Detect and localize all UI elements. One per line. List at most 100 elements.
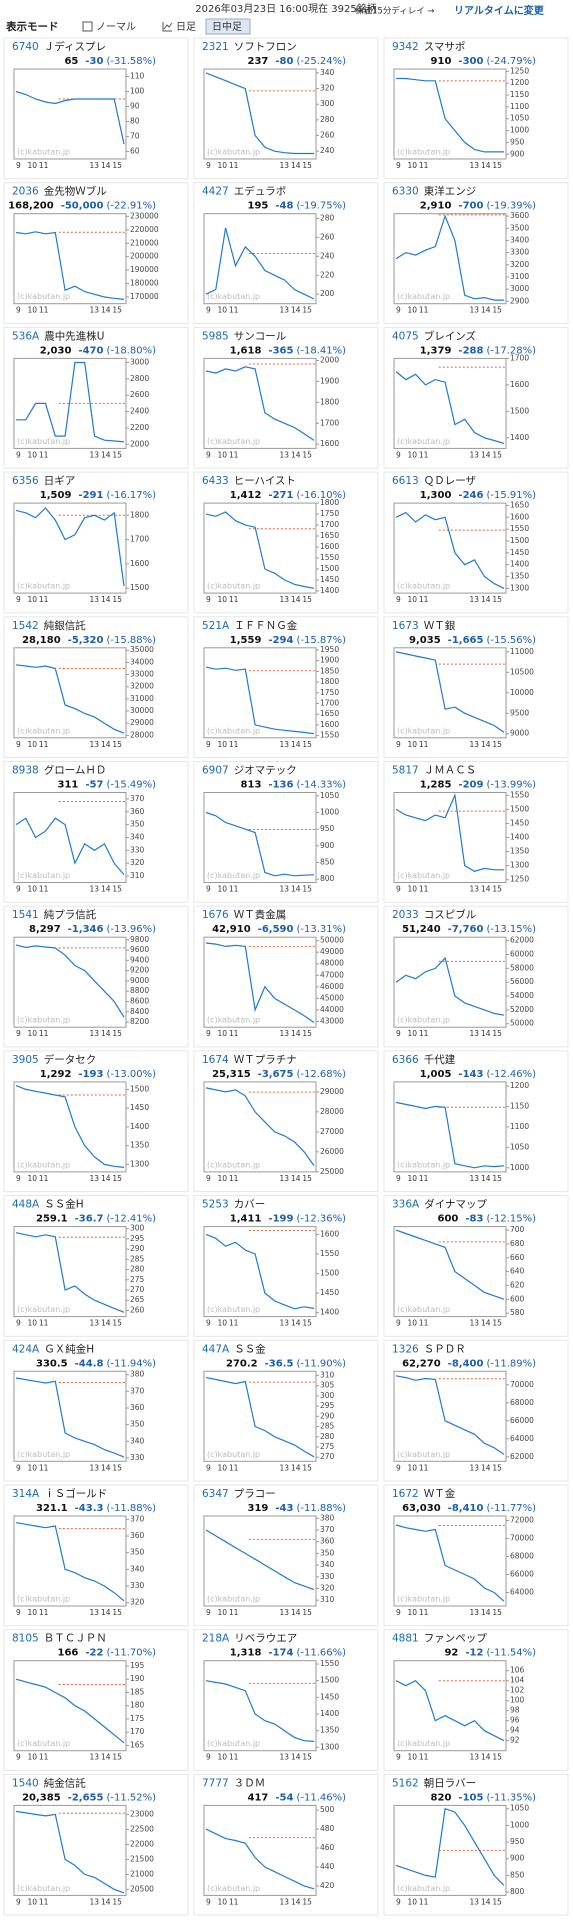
y-tick-label: 8800 [130,986,149,995]
mode-intraday[interactable]: 日中足 [212,20,242,33]
stock-code[interactable]: 5253 [202,1199,229,1211]
y-tick-label: 3500 [510,223,529,232]
price: 813 [241,780,262,791]
x-tick-label: 13 [90,1174,100,1183]
change: -30 [85,56,103,67]
y-tick-label: 1600 [510,380,529,389]
stock-code[interactable]: 1326 [392,1343,419,1355]
price-line: 1,412 -271 (-16.10%) [230,490,346,501]
stock-code[interactable]: 3905 [12,1054,39,1066]
stock-name: ＳＳ金 [234,1342,266,1355]
stock-name: ＷＴプラチナ [234,1054,297,1066]
y-tick-label: 580 [510,1308,525,1317]
x-tick-label: 13 [90,161,100,170]
stock-code[interactable]: 5817 [392,765,419,777]
x-tick-label: 10 [407,1174,417,1183]
y-tick-label: 320 [130,1598,145,1607]
stock-code[interactable]: 7777 [202,1777,229,1789]
stock-code[interactable]: 2321 [202,41,229,53]
stock-code[interactable]: 5985 [202,330,229,342]
stock-code[interactable]: 1674 [202,1054,229,1066]
price: 259.1 [36,1214,68,1225]
x-tick-label: 11 [39,1608,49,1617]
price-line: 1,300 -246 (-15.91%) [420,490,536,501]
stock-code[interactable]: 6366 [392,1054,419,1066]
stock-code[interactable]: 2036 [12,186,39,198]
stock-code[interactable]: 4427 [202,186,229,198]
stock-code[interactable]: 8105 [12,1633,39,1645]
stock-code[interactable]: 6433 [202,475,229,487]
stock-code[interactable]: 336A [392,1199,420,1211]
stock-name: ＪＭＡＣＳ [424,765,477,777]
y-tick-label: 70000 [510,1380,534,1389]
chart-frame [203,357,317,449]
price: 1,412 [230,490,262,501]
stock-code[interactable]: 4881 [392,1633,419,1645]
stock-code[interactable]: 218A [202,1633,230,1645]
stock-code[interactable]: 521A [202,620,230,632]
stock-code[interactable]: 1676 [202,909,229,921]
stock-code[interactable]: 1673 [392,620,419,632]
realtime-link[interactable]: リアルタイムに変更 [454,4,545,17]
y-tick-label: 1750 [320,688,339,697]
y-tick-label: 290 [130,1244,145,1253]
price: 1,285 [420,780,452,791]
x-tick-label: 10 [27,1174,37,1183]
price: 63,030 [402,1503,441,1514]
stock-name: 日ギア [44,475,76,487]
x-tick-label: 14 [101,1608,111,1617]
y-tick-label: 1700 [320,520,339,529]
stock-code[interactable]: 1540 [12,1777,39,1789]
price-line: 319 -43 (-11.88%) [248,1503,347,1514]
stock-code[interactable]: 6613 [392,475,419,487]
stock-code[interactable]: 314A [12,1488,40,1500]
stock-name: ＷＴ銀 [424,619,456,632]
stock-code[interactable]: 6347 [202,1488,229,1500]
change-pct: (-12.41%) [106,1214,156,1225]
y-tick-label: 950 [320,824,335,833]
mode-daily[interactable]: 日足 [176,21,196,33]
stock-code[interactable]: 6356 [12,475,39,487]
stock-heading: 1673 ＷＴ銀 [392,619,456,632]
y-tick-label: 440 [320,1862,335,1871]
stock-code[interactable]: 448A [12,1199,40,1211]
x-tick-label: 11 [419,1463,429,1472]
y-tick-label: 900 [510,1854,525,1863]
stock-code[interactable]: 6740 [12,41,39,53]
mode-normal[interactable]: ノーマル [96,22,136,33]
x-tick-label: 10 [27,740,37,749]
card-frame [3,1773,189,1916]
stock-code[interactable]: 4075 [392,330,419,342]
stock-code[interactable]: 5162 [392,1777,419,1789]
stock-code[interactable]: 424A [12,1343,40,1355]
x-tick-label: 9 [16,306,21,315]
y-tick-label: 46000 [320,982,344,991]
stock-code[interactable]: 447A [202,1343,230,1355]
y-tick-label: 1800 [320,498,339,507]
stock-code[interactable]: 6907 [202,765,229,777]
x-tick-label: 10 [27,885,37,894]
stock-code[interactable]: 1542 [12,620,39,632]
price-line-series [15,1678,125,1744]
price-line: 92 -12 (-11.54%) [444,1648,536,1659]
price-line: 330.5 -44.8 (-11.94%) [36,1358,156,1369]
x-tick-label: 10 [27,306,37,315]
stock-code[interactable]: 536A [12,330,40,342]
stock-code[interactable]: 8938 [12,765,39,777]
x-tick-label: 11 [229,1463,239,1472]
stock-code[interactable]: 9342 [392,41,419,53]
x-tick-label: 14 [101,1753,111,1762]
x-tick-label: 9 [16,595,21,604]
x-tick-label: 15 [492,161,502,170]
stock-code[interactable]: 1541 [12,909,39,921]
stock-code[interactable]: 1672 [392,1488,419,1500]
y-tick-label: 110 [130,72,145,81]
x-tick-label: 11 [39,1753,49,1762]
y-tick-label: 320 [130,858,145,867]
delay-note: 株価15分ディレイ → [355,6,435,17]
stock-code[interactable]: 6330 [392,186,419,198]
y-tick-label: 360 [320,1537,335,1546]
stock-code[interactable]: 2033 [392,909,419,921]
price-line: 813 -136 (-14.33%) [241,780,347,791]
x-tick-label: 13 [280,1174,290,1183]
